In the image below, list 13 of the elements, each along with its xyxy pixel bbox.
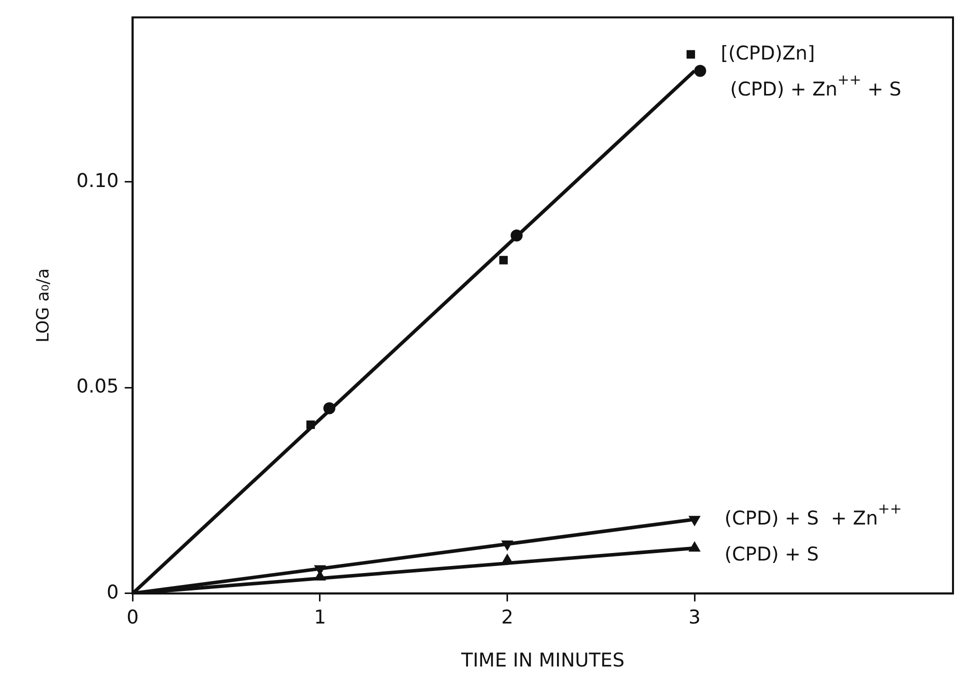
series-label: (CPD) + S + Zn++ xyxy=(724,502,902,530)
series-label: [(CPD)Zn] xyxy=(720,42,815,64)
y-tick-label: 0.05 xyxy=(76,376,119,398)
series-label: (CPD) + Zn++ + S xyxy=(730,72,902,100)
x-tick-label: 2 xyxy=(501,606,514,629)
x-tick-label: 0 xyxy=(126,606,139,629)
x-tick-label: 3 xyxy=(688,606,701,629)
x-tick-label: 1 xyxy=(314,606,326,629)
y-axis-title: LOG a₀/a xyxy=(34,268,54,342)
x-axis-title: TIME IN MINUTES xyxy=(460,650,624,672)
series-label: (CPD) + S xyxy=(724,543,819,566)
y-tick-label: 0.10 xyxy=(76,170,119,192)
y-tick-label: 0 xyxy=(106,581,119,604)
